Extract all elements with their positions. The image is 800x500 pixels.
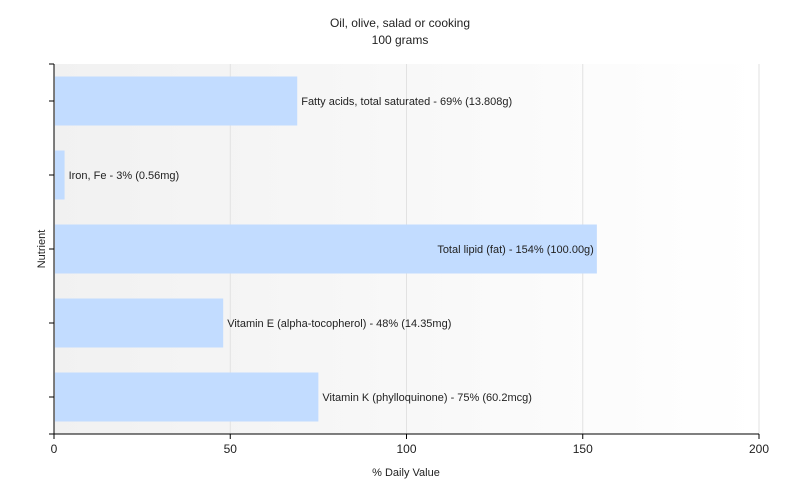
bar-data-label: Total lipid (fat) - 154% (100.00g)	[437, 244, 594, 256]
bar	[55, 298, 224, 348]
x-tick-label: 50	[224, 442, 238, 456]
bar	[55, 224, 597, 274]
chart-subtitle: 100 grams	[372, 33, 429, 47]
x-axis-title: % Daily Value	[372, 467, 440, 479]
x-tick-label: 150	[573, 442, 593, 456]
bar	[55, 150, 65, 200]
bar-data-label: Fatty acids, total saturated - 69% (13.8…	[301, 96, 512, 108]
y-axis-title: Nutrient	[36, 230, 48, 269]
bar-data-label: Iron, Fe - 3% (0.56mg)	[69, 170, 180, 182]
bar-data-label: Vitamin E (alpha-tocopherol) - 48% (14.3…	[227, 318, 451, 330]
chart-title: Oil, olive, salad or cooking	[330, 16, 470, 30]
x-tick-label: 0	[51, 442, 58, 456]
axes: 0 50 100 150 200	[49, 63, 769, 456]
bars	[55, 76, 597, 422]
bar	[55, 76, 298, 126]
x-tick-label: 100	[396, 442, 416, 456]
x-tick-label: 200	[749, 442, 769, 456]
bar-data-label: Vitamin K (phylloquinone) - 75% (60.2mcg…	[322, 392, 532, 404]
data-labels: Fatty acids, total saturated - 69% (13.8…	[69, 96, 594, 404]
bar	[55, 372, 319, 422]
